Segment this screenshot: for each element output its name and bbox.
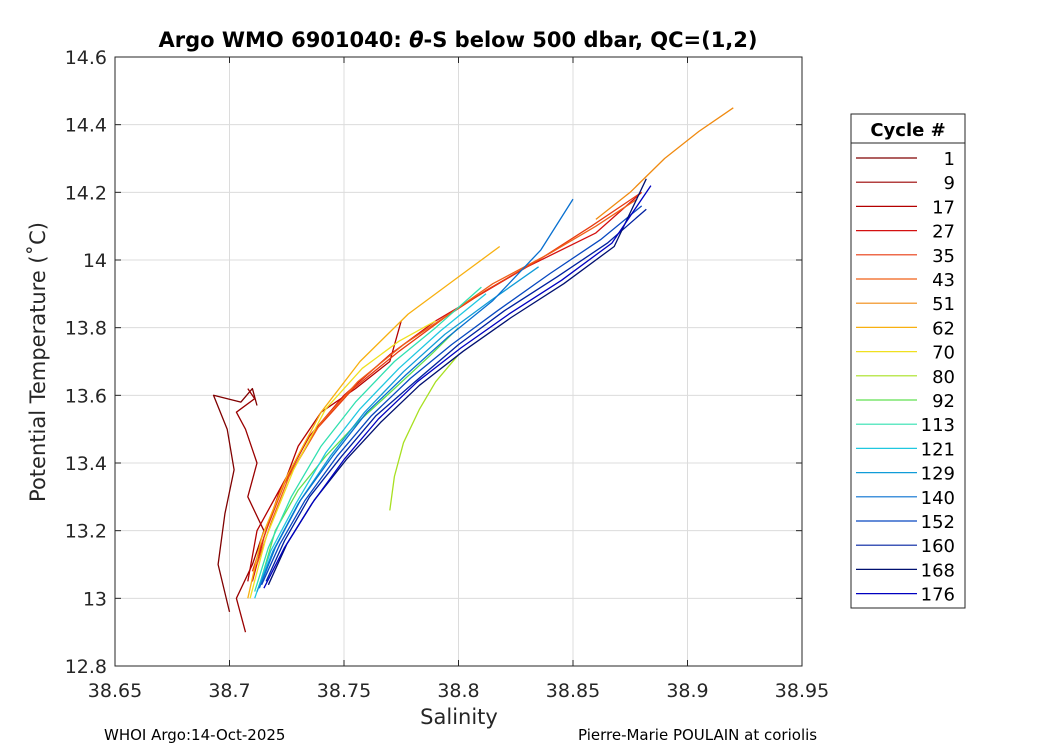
series-line-cycle-129 [256, 266, 539, 592]
legend-label-27: 27 [932, 222, 955, 243]
legend-label-113: 113 [921, 415, 955, 436]
legend-label-35: 35 [932, 246, 955, 267]
x-tick-label: 38.65 [88, 680, 142, 702]
series-line-cycle-80 [389, 354, 459, 511]
series-line-cycle-51 [595, 107, 734, 220]
series-line-cycle-140 [258, 198, 574, 589]
legend-label-9: 9 [944, 173, 955, 194]
y-tick-label: 13 [83, 588, 107, 610]
x-tick-label: 38.95 [775, 680, 829, 702]
footer-credit-right: Pierre-Marie POULAIN at coriolis [578, 726, 818, 744]
legend-label-140: 140 [921, 488, 955, 509]
series-line-cycle-62 [247, 245, 501, 599]
y-tick-label: 14 [83, 250, 107, 272]
series-line-cycle-176 [263, 185, 652, 589]
legend-label-62: 62 [932, 318, 955, 339]
x-tick-label: 38.7 [208, 680, 250, 702]
x-tick-label: 38.75 [317, 680, 371, 702]
series-line-cycle-70 [249, 320, 436, 599]
series-line-cycle-43 [256, 198, 638, 565]
y-tick-label: 13.8 [65, 318, 107, 340]
x-tick-label: 38.8 [437, 680, 479, 702]
legend-label-121: 121 [921, 439, 955, 460]
legend-label-168: 168 [921, 560, 955, 581]
legend-label-51: 51 [932, 294, 955, 315]
legend-label-129: 129 [921, 464, 955, 485]
y-tick-label: 14.4 [65, 115, 107, 137]
title-prefix: Argo WMO 6901040: [158, 28, 409, 52]
legend: Cycle # 1 9 17 27 35 43 51 62 70 80 92 113 121 129 140… [850, 113, 966, 609]
y-tick-label: 13.6 [65, 385, 107, 407]
legend-box [850, 113, 966, 609]
title-suffix: -S below 500 dbar, QC=(1,2) [424, 28, 758, 52]
y-tick-label: 13.2 [65, 521, 107, 543]
legend-label-80: 80 [932, 367, 955, 388]
legend-label-92: 92 [932, 391, 955, 412]
grid-lines [115, 57, 802, 666]
x-axis-label: Salinity [420, 705, 498, 729]
series-line-cycle-152 [261, 205, 643, 586]
series-line-cycle-168 [267, 178, 647, 586]
y-tick-label: 13.4 [65, 453, 107, 475]
y-tick-label: 12.8 [65, 656, 107, 678]
y-tick-label: 14.2 [65, 182, 107, 204]
legend-label-70: 70 [932, 343, 955, 364]
legend-label-160: 160 [921, 536, 955, 557]
legend-label-176: 176 [921, 585, 955, 606]
series-layer [212, 107, 734, 633]
title-theta: θ [409, 28, 423, 52]
x-tick-label: 38.85 [546, 680, 600, 702]
series-line-cycle-9 [235, 388, 265, 633]
legend-label-1: 1 [944, 149, 955, 170]
y-axis-label: Potential Temperature (˚C) [26, 222, 50, 502]
series-line-cycle-121 [254, 293, 487, 599]
legend-label-17: 17 [932, 197, 955, 218]
legend-title: Cycle # [870, 120, 945, 141]
series-line-cycle-113 [254, 286, 482, 592]
series-line-cycle-17 [247, 320, 402, 582]
axis-ticks: 38.65 38.7 38.75 38.8 38.85 38.9 38.95 12.8 13 13… [65, 47, 830, 702]
series-line-cycle-35 [251, 191, 643, 572]
x-tick-label: 38.9 [666, 680, 708, 702]
footer-credit-left: WHOI Argo:14-Oct-2025 [104, 726, 286, 744]
legend-label-43: 43 [932, 270, 955, 291]
legend-label-152: 152 [921, 512, 955, 533]
series-line-cycle-1 [212, 387, 258, 613]
series-line-cycle-160 [265, 208, 647, 582]
y-tick-label: 14.6 [65, 47, 107, 69]
legend-entries: 1 9 17 27 35 43 51 62 70 80 92 113 121 129 140 152 160 16… [856, 149, 955, 606]
chart-title: Argo WMO 6901040: θ-S below 500 dbar, QC… [158, 28, 757, 52]
series-line-cycle-92 [260, 327, 459, 579]
